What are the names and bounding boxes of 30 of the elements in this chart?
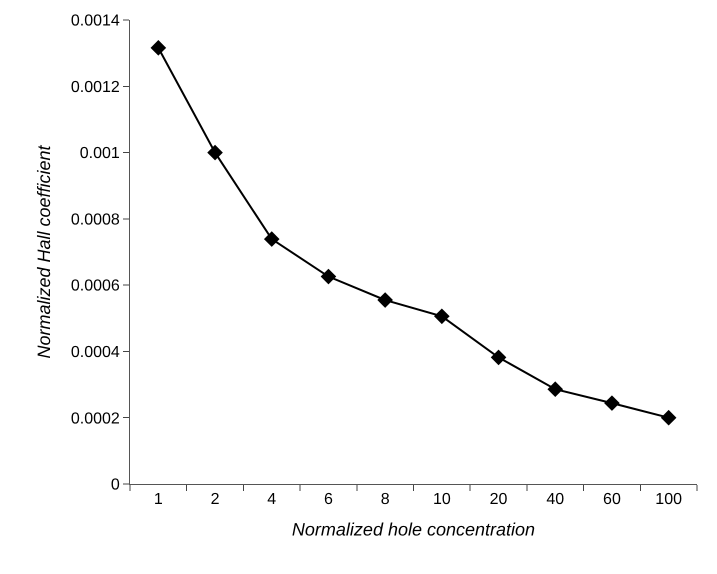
x-tick-label: 20 — [490, 491, 508, 508]
x-tick-label: 8 — [380, 491, 390, 508]
y-tick-label: 0.0012 — [70, 78, 120, 96]
x-tick-label: 60 — [603, 491, 621, 508]
point — [377, 292, 393, 308]
point — [604, 395, 620, 411]
y-tick-label: 0 — [110, 476, 120, 494]
point — [264, 231, 280, 247]
y-tick-label: 0.0014 — [70, 12, 120, 30]
x-tick-label: 100 — [655, 491, 682, 508]
point — [320, 268, 336, 284]
x-axis-title: Normalized hole concentration — [292, 519, 536, 540]
point — [207, 144, 223, 160]
point — [434, 308, 450, 324]
x-tick-label: 4 — [267, 491, 276, 508]
x-tick-label: 2 — [210, 491, 220, 508]
x-tick-label: 1 — [154, 491, 163, 508]
point — [150, 40, 166, 56]
point — [490, 350, 506, 366]
point — [660, 410, 676, 426]
point — [547, 381, 564, 398]
x-tick-label: 6 — [324, 491, 333, 508]
y-axis-title: Normalized Hall coefficient — [34, 144, 54, 359]
y-tick-label: 0.0002 — [70, 410, 120, 428]
x-tick-label: 40 — [546, 491, 564, 508]
x-tick-label: 10 — [432, 491, 451, 508]
y-tick-label: 0.0006 — [70, 278, 120, 295]
y-tick-label: 0.0008 — [70, 211, 120, 228]
y-tick-label: 0.0004 — [70, 344, 120, 362]
y-tick-label: 0.001 — [80, 145, 120, 162]
